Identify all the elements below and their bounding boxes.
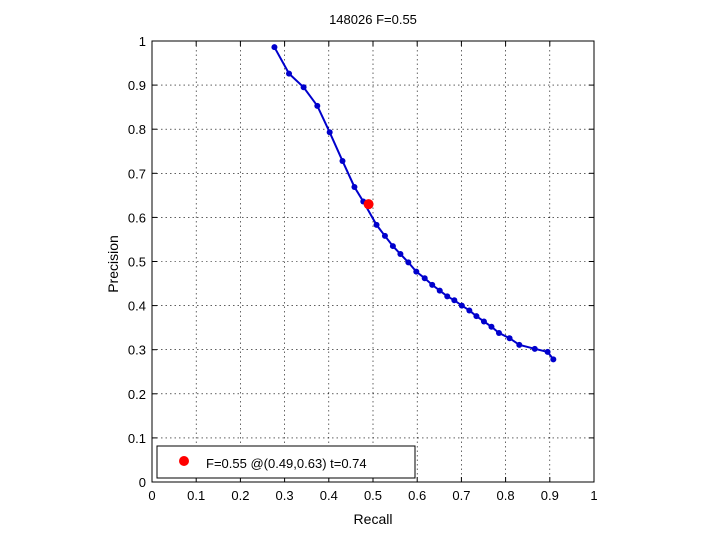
x-axis-ticks: 0 0.1 0.2 0.3 0.4 0.5 0.6 0.7 0.8 0.9 1 <box>148 41 598 503</box>
data-point <box>300 84 307 91</box>
y-axis-label: Precision <box>105 235 121 293</box>
best-f-point <box>363 199 374 210</box>
data-point <box>466 307 473 314</box>
x-tick-label: 0.3 <box>276 488 294 503</box>
data-point <box>480 318 487 325</box>
chart-title: 148026 F=0.55 <box>329 12 417 27</box>
x-tick-label: 0.9 <box>541 488 559 503</box>
legend-label: F=0.55 @(0.49,0.63) t=0.74 <box>206 456 367 471</box>
data-point <box>351 183 358 190</box>
data-point <box>314 102 321 109</box>
x-tick-label: 1 <box>590 488 597 503</box>
y-tick-label: 0.7 <box>128 166 146 181</box>
data-point <box>531 345 538 352</box>
data-point <box>405 259 412 266</box>
data-point <box>339 157 346 164</box>
x-tick-label: 0.5 <box>364 488 382 503</box>
data-point <box>495 329 502 336</box>
data-point <box>373 221 380 228</box>
y-tick-label: 0.4 <box>128 299 146 314</box>
data-point <box>444 293 451 300</box>
y-tick-label: 0.2 <box>128 387 146 402</box>
data-point <box>271 44 278 51</box>
data-point <box>488 323 495 330</box>
series-line <box>273 46 555 361</box>
y-tick-label: 0.3 <box>128 343 146 358</box>
series-group <box>271 44 557 363</box>
y-tick-label: 0.9 <box>128 78 146 93</box>
data-point <box>429 281 436 288</box>
data-point <box>436 287 443 294</box>
y-tick-label: 0.5 <box>128 255 146 270</box>
legend-box <box>156 445 416 479</box>
x-axis-label: Recall <box>354 511 393 527</box>
data-point <box>389 243 396 250</box>
data-point <box>286 70 293 77</box>
data-point <box>326 129 333 136</box>
y-tick-label: 0.8 <box>128 122 146 137</box>
x-tick-label: 0.7 <box>452 488 470 503</box>
x-tick-label: 0.1 <box>187 488 205 503</box>
data-point <box>451 297 458 304</box>
highlight-group <box>363 199 374 210</box>
x-tick-label: 0 <box>148 488 155 503</box>
x-tick-label: 0.2 <box>231 488 249 503</box>
data-point <box>550 356 557 363</box>
plot-area-frame <box>151 40 595 483</box>
data-point <box>421 275 428 282</box>
data-point <box>516 341 523 348</box>
x-tick-label: 0.8 <box>497 488 515 503</box>
data-point <box>458 302 465 309</box>
data-point <box>397 251 404 258</box>
x-tick-label: 0.6 <box>408 488 426 503</box>
y-tick-label: 0 <box>139 475 146 490</box>
data-point <box>381 232 388 239</box>
y-axis-ticks: 0 0.1 0.2 0.3 0.4 0.5 0.6 0.7 0.8 0.9 1 <box>128 34 594 490</box>
grid-lines <box>152 41 594 482</box>
x-tick-label: 0.4 <box>320 488 338 503</box>
legend: F=0.55 @(0.49,0.63) t=0.74 <box>156 445 416 479</box>
y-tick-label: 0.1 <box>128 431 146 446</box>
data-point <box>413 268 420 275</box>
data-point <box>544 348 551 355</box>
legend-marker-highlight <box>179 456 189 466</box>
data-point <box>506 335 513 342</box>
y-tick-label: 1 <box>139 34 146 49</box>
y-tick-label: 0.6 <box>128 210 146 225</box>
data-point <box>473 313 480 320</box>
